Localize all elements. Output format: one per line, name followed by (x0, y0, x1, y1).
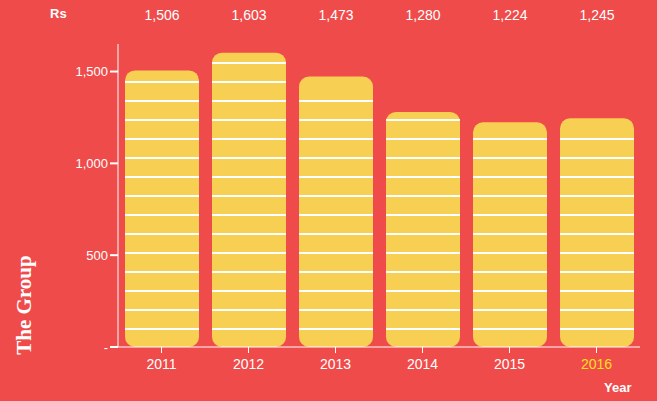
svg-text:2013: 2013 (320, 356, 351, 372)
svg-text:2012: 2012 (233, 356, 264, 372)
svg-text:1,224: 1,224 (492, 7, 527, 23)
svg-text:1,000: 1,000 (75, 156, 108, 171)
svg-text:1,506: 1,506 (144, 7, 179, 23)
svg-text:2015: 2015 (494, 356, 525, 372)
html-text:Year: Year (604, 380, 632, 395)
svg-text:1,500: 1,500 (75, 64, 108, 79)
svg-text:1,603: 1,603 (231, 7, 266, 23)
svg-text:2016: 2016 (581, 356, 612, 372)
svg-text:2011: 2011 (146, 356, 176, 372)
svg-text:-: - (104, 340, 108, 355)
svg-text:1,280: 1,280 (405, 7, 440, 23)
svg-text:2014: 2014 (407, 356, 438, 372)
html-text:Rs: Rs (50, 6, 67, 21)
svg-text:The Group: The Group (12, 255, 36, 354)
svg-text:500: 500 (86, 248, 108, 263)
svg-text:1,245: 1,245 (579, 7, 614, 23)
svg-text:1,473: 1,473 (318, 7, 353, 23)
